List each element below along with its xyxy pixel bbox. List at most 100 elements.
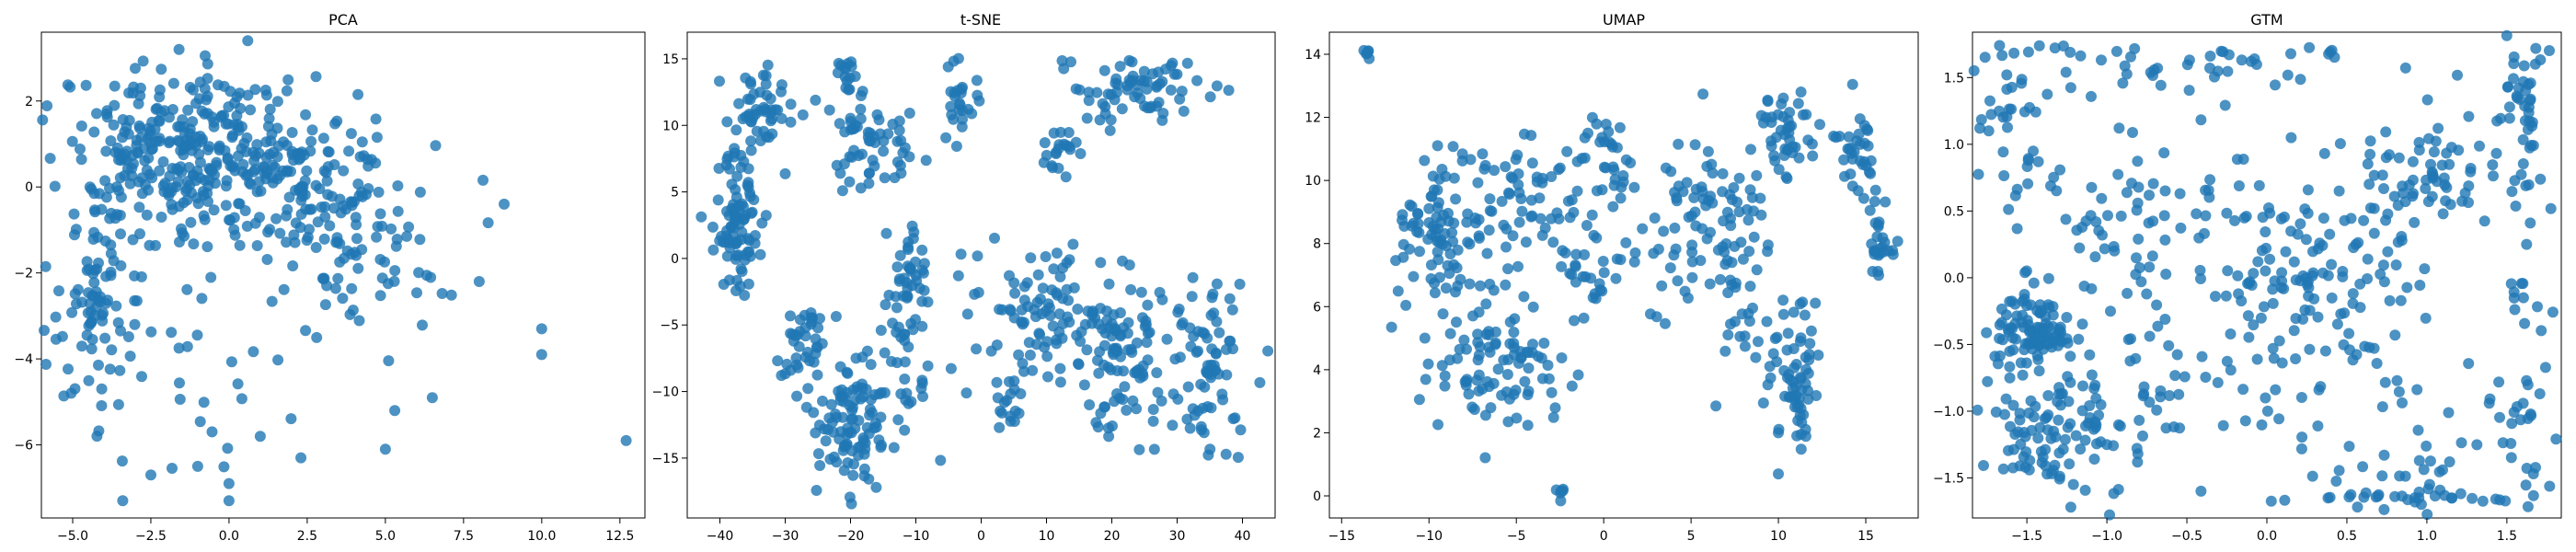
scatter-point bbox=[2523, 178, 2535, 190]
scatter-point bbox=[2513, 82, 2524, 94]
scatter-point bbox=[2376, 169, 2388, 181]
scatter-point bbox=[971, 343, 983, 355]
scatter-point bbox=[1461, 216, 1473, 228]
scatter-point bbox=[2132, 155, 2144, 167]
scatter-point bbox=[1153, 97, 1165, 109]
scatter-point bbox=[790, 352, 802, 364]
scatter-point bbox=[893, 115, 905, 127]
y-axis: −6−4−202 bbox=[14, 95, 41, 454]
scatter-point bbox=[2131, 252, 2142, 264]
scatter-point bbox=[255, 185, 267, 197]
scatter-point bbox=[1512, 260, 1524, 272]
scatter-point bbox=[735, 161, 747, 173]
scatter-point bbox=[2090, 216, 2102, 228]
scatter-point bbox=[1762, 246, 1774, 258]
scatter-point bbox=[2393, 152, 2405, 164]
scatter-point bbox=[1408, 270, 1420, 282]
scatter-point bbox=[2395, 294, 2407, 306]
scatter-point bbox=[2483, 397, 2495, 409]
scatter-point bbox=[112, 398, 124, 410]
scatter-point bbox=[1773, 468, 1784, 480]
scatter-point bbox=[223, 477, 235, 489]
scatter-point bbox=[2260, 242, 2272, 254]
scatter-point bbox=[1704, 278, 1716, 290]
scatter-point bbox=[2290, 353, 2302, 364]
data-points bbox=[1968, 29, 2562, 521]
scatter-point bbox=[535, 323, 547, 335]
scatter-point bbox=[2137, 390, 2149, 402]
scatter-point bbox=[2407, 155, 2419, 167]
scatter-point bbox=[1050, 148, 1062, 159]
scatter-point bbox=[1502, 416, 1514, 428]
scatter-point bbox=[1138, 65, 1150, 77]
scatter-point bbox=[1603, 126, 1615, 138]
scatter-point bbox=[301, 235, 313, 247]
scatter-point bbox=[960, 387, 972, 399]
scatter-point bbox=[1121, 328, 1133, 339]
scatter-point bbox=[1131, 365, 1143, 377]
scatter-point bbox=[1473, 213, 1485, 225]
scatter-point bbox=[1773, 423, 1785, 435]
scatter-point bbox=[2114, 420, 2126, 432]
scatter-point bbox=[1873, 270, 1884, 282]
scatter-point bbox=[1208, 307, 1220, 319]
scatter-point bbox=[2071, 224, 2083, 236]
scatter-point bbox=[899, 374, 911, 385]
scatter-point bbox=[1838, 154, 1850, 166]
scatter-point bbox=[1037, 282, 1049, 294]
scatter-point bbox=[224, 214, 236, 225]
scatter-point bbox=[145, 469, 156, 481]
scatter-point bbox=[2428, 146, 2440, 158]
scatter-point bbox=[1522, 420, 1534, 431]
scatter-point bbox=[236, 393, 247, 405]
scatter-point bbox=[891, 357, 903, 369]
scatter-point bbox=[2522, 500, 2534, 512]
scatter-point bbox=[1508, 388, 1520, 400]
scatter-point bbox=[1135, 286, 1147, 298]
chart-title: t-SNE bbox=[960, 11, 1001, 29]
scatter-point bbox=[2397, 397, 2408, 408]
scatter-point bbox=[1743, 246, 1755, 258]
scatter-point bbox=[264, 103, 276, 115]
scatter-point bbox=[1845, 168, 1857, 180]
scatter-point bbox=[1982, 375, 1994, 387]
scatter-point bbox=[1610, 272, 1622, 284]
scatter-point bbox=[2032, 353, 2044, 365]
scatter-point bbox=[1211, 278, 1223, 290]
scatter-point bbox=[1625, 157, 1637, 168]
scatter-point bbox=[2312, 420, 2324, 431]
scatter-point bbox=[1743, 316, 1755, 328]
scatter-point bbox=[1413, 394, 1425, 406]
scatter-point bbox=[2452, 69, 2463, 81]
scatter-point bbox=[221, 175, 233, 187]
scatter-point bbox=[1423, 202, 1435, 214]
scatter-point bbox=[2217, 420, 2229, 431]
scatter-point bbox=[776, 370, 788, 382]
scatter-point bbox=[171, 163, 183, 175]
scatter-point bbox=[2477, 495, 2489, 507]
scatter-point bbox=[411, 287, 422, 299]
scatter-point bbox=[2074, 242, 2086, 254]
scatter-point bbox=[2073, 333, 2085, 345]
scatter-point bbox=[232, 378, 244, 390]
scatter-point bbox=[114, 364, 126, 376]
scatter-point bbox=[2232, 270, 2244, 282]
scatter-point bbox=[2530, 462, 2541, 474]
scatter-point bbox=[2158, 210, 2170, 222]
scatter-point bbox=[2141, 288, 2153, 300]
scatter-point bbox=[1579, 132, 1591, 144]
scatter-point bbox=[1004, 304, 1016, 316]
scatter-point bbox=[2378, 449, 2390, 461]
scatter-point bbox=[383, 355, 395, 367]
scatter-point bbox=[535, 349, 547, 361]
scatter-point bbox=[2006, 81, 2018, 93]
scatter-point bbox=[2508, 286, 2520, 298]
x-tick-label: 0.0 bbox=[2257, 529, 2277, 544]
scatter-point bbox=[1717, 186, 1729, 198]
scatter-point bbox=[1456, 155, 1468, 167]
scatter-point bbox=[1451, 316, 1462, 328]
scatter-point bbox=[1412, 218, 1424, 230]
scatter-point bbox=[1887, 245, 1899, 257]
scatter-point bbox=[1008, 277, 1020, 289]
scatter-point bbox=[1443, 268, 1455, 280]
